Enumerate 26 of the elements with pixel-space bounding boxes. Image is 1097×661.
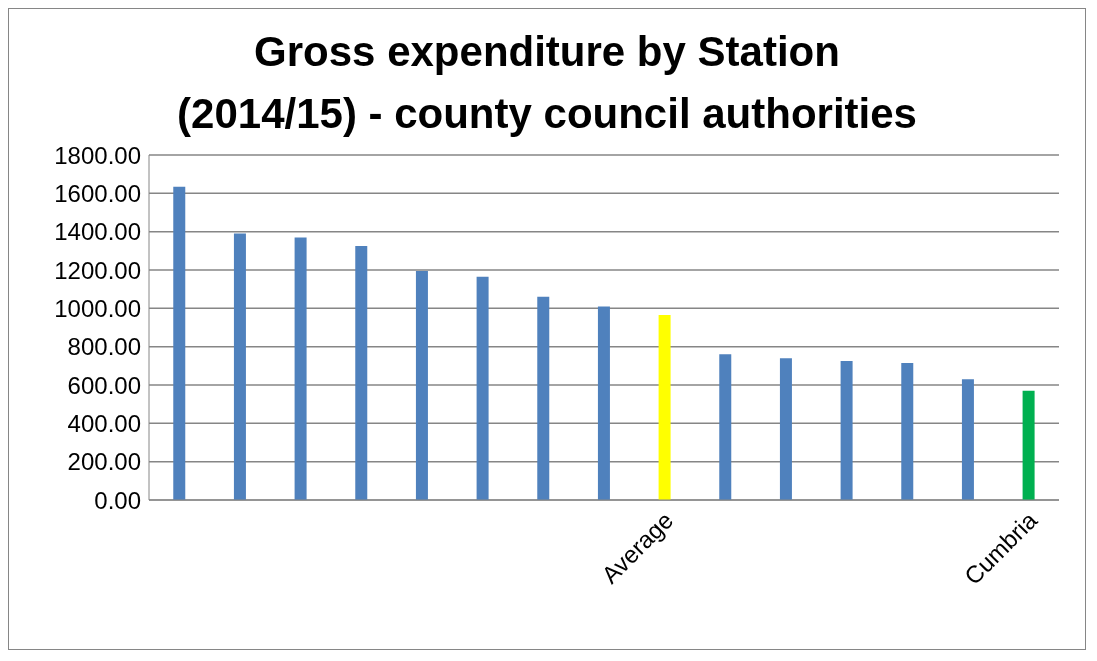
y-tick-label: 1400.00 (54, 218, 141, 246)
bar (1022, 390, 1035, 500)
bar (173, 186, 186, 500)
bar (233, 233, 246, 500)
bar (597, 306, 610, 500)
bar (901, 362, 914, 500)
y-tick-label: 1800.00 (54, 141, 141, 169)
bar (840, 361, 853, 500)
bar (537, 296, 550, 500)
y-tick-label: 400.00 (67, 409, 141, 437)
bar (961, 379, 974, 500)
bar (355, 246, 368, 500)
bar (294, 237, 307, 500)
bar (658, 315, 671, 500)
bar (415, 270, 428, 500)
chart-title: Gross expenditure by Station (2014/15) - county council authorities (176, 27, 918, 139)
bar (719, 354, 732, 500)
y-tick-label: 200.00 (67, 448, 141, 476)
y-tick-label: 1600.00 (54, 179, 141, 207)
bar (476, 276, 489, 500)
y-tick-label: 1000.00 (54, 294, 141, 322)
y-tick-label: 800.00 (67, 333, 141, 361)
y-tick-label: 0.00 (94, 486, 141, 514)
bar (779, 358, 792, 500)
y-tick-label: 1200.00 (54, 256, 141, 284)
y-tick-label: 600.00 (67, 371, 141, 399)
